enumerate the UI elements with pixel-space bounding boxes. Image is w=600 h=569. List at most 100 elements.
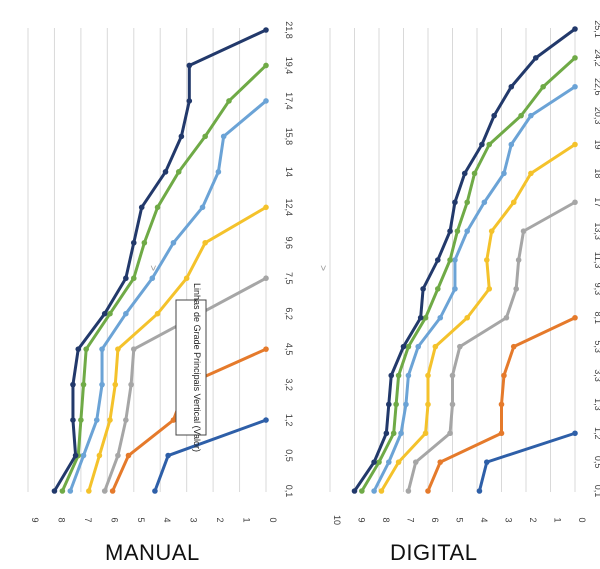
- data-point: [263, 417, 269, 423]
- data-point: [390, 430, 397, 437]
- data-point: [501, 372, 507, 379]
- value-tick-label: 7: [406, 517, 416, 522]
- value-tick-label: 1: [242, 517, 252, 522]
- data-point: [422, 430, 429, 437]
- data-point: [154, 204, 161, 211]
- series-4: [378, 141, 578, 494]
- data-point: [435, 257, 441, 263]
- series-line: [360, 56, 577, 492]
- data-point: [405, 343, 412, 350]
- data-point: [520, 228, 527, 234]
- data-point: [138, 204, 145, 211]
- category-tick-label: 0,5: [593, 456, 600, 469]
- value-tick-label: 7: [83, 517, 93, 522]
- data-point: [263, 98, 269, 104]
- category-axis-ticks: 0,1 0,5 1,2 3,2 4,5 6,2 7,5 9,6 12,4 14 15,8 17,4 19…: [284, 21, 294, 497]
- value-tick-label: 1: [553, 517, 563, 522]
- data-point: [130, 346, 137, 352]
- data-point: [202, 133, 208, 140]
- value-tick-label: 2: [528, 517, 538, 522]
- data-point: [422, 314, 429, 321]
- data-point: [123, 310, 129, 317]
- data-point: [123, 417, 129, 423]
- data-point: [447, 257, 453, 263]
- series-line: [53, 28, 267, 492]
- series-line: [477, 431, 576, 492]
- data-point: [393, 401, 399, 408]
- data-point: [405, 488, 412, 494]
- category-tick-label: 25,1: [593, 20, 600, 38]
- data-point: [70, 417, 76, 423]
- value-tick-label: 6: [430, 517, 440, 522]
- data-point: [130, 239, 137, 246]
- data-point: [99, 381, 105, 388]
- data-point: [72, 452, 79, 459]
- data-point: [498, 401, 505, 408]
- data-point: [183, 275, 190, 282]
- data-point: [425, 401, 431, 408]
- data-point: [484, 257, 490, 263]
- data-point: [386, 459, 392, 465]
- tooltip: Linhas de Grade Principais Vertical (Val…: [175, 283, 207, 452]
- category-tick-label: 15,8: [284, 128, 294, 146]
- data-point: [437, 314, 444, 321]
- series-6: [359, 55, 578, 494]
- data-point: [572, 141, 578, 148]
- data-point: [101, 310, 108, 317]
- data-point: [479, 141, 485, 148]
- category-tick-label: 3,3: [593, 369, 600, 382]
- data-point: [107, 310, 113, 317]
- value-tick-label: 4: [479, 517, 489, 522]
- value-tick-label: 0: [577, 517, 587, 522]
- data-point: [170, 417, 177, 423]
- data-point: [115, 452, 121, 459]
- data-point: [109, 488, 116, 494]
- data-point: [449, 372, 456, 379]
- data-point: [513, 286, 519, 292]
- data-point: [186, 62, 193, 69]
- series-line: [68, 99, 267, 492]
- category-tick-label: 20,3: [593, 107, 600, 125]
- data-point: [115, 346, 121, 352]
- data-point: [484, 459, 490, 465]
- data-point: [510, 199, 517, 206]
- data-point: [107, 417, 113, 423]
- data-point: [572, 314, 578, 321]
- data-point: [508, 83, 515, 90]
- category-tick-label: 14: [284, 167, 294, 177]
- data-point: [491, 112, 497, 119]
- series-3: [405, 199, 578, 494]
- value-tick-label: 10: [332, 515, 342, 525]
- data-point: [400, 343, 407, 350]
- data-point: [403, 401, 409, 408]
- value-tick-label: 0: [268, 517, 278, 522]
- data-point: [464, 314, 471, 321]
- data-point: [123, 275, 129, 282]
- data-point: [226, 98, 232, 104]
- tooltip-text: Linhas de Grade Principais Vertical (Val…: [192, 283, 202, 452]
- category-tick-label: 0,1: [284, 485, 294, 498]
- category-tick-label: 1,3: [593, 398, 600, 411]
- value-tick-label: 2: [215, 517, 225, 522]
- data-point: [452, 199, 458, 206]
- series-line: [153, 418, 267, 492]
- value-axis-ticks: 9 8 7 6 5 4 3 2 1 0: [30, 517, 278, 522]
- data-point: [202, 239, 208, 246]
- data-point: [461, 170, 468, 177]
- series-line: [353, 27, 576, 492]
- data-point: [464, 228, 471, 234]
- category-tick-label: 17: [593, 197, 600, 207]
- manual-chart: 9 8 7 6 5 4 3 2 1 0 0,1 0,5 1,2 3,2 4,5 6,2 7,5 9,6 12,4 14…: [27, 21, 294, 523]
- category-tick-label: 12,4: [284, 199, 294, 217]
- data-point: [486, 286, 493, 292]
- category-tick-label: 4,5: [284, 343, 294, 356]
- data-point: [501, 170, 507, 177]
- series-1: [476, 430, 578, 494]
- data-point: [572, 83, 578, 90]
- category-tick-label: 8,1: [593, 311, 600, 324]
- data-point: [572, 55, 578, 61]
- chevron-icon: >: [147, 265, 158, 271]
- category-tick-label: 9,6: [284, 237, 294, 250]
- category-tick-label: 22,6: [593, 78, 600, 96]
- value-tick-label: 5: [455, 517, 465, 522]
